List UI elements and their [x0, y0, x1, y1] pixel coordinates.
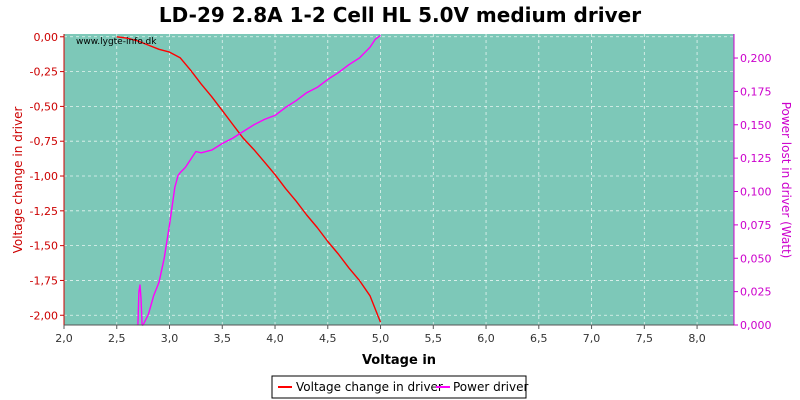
y-right-tick-label: 0,175	[740, 85, 772, 98]
y-left-axis-label: Voltage change in driver	[11, 107, 25, 254]
x-axis-label: Voltage in	[362, 353, 436, 368]
y-right-tick-label: 0,125	[740, 152, 772, 165]
voltage-change-series-line	[116, 36, 382, 323]
y-left-tick-label: -0,25	[30, 66, 58, 79]
y-left-tick-label: -0,75	[30, 135, 58, 148]
y-right-axis-label: Power lost in driver (Watt)	[779, 102, 793, 259]
x-tick-label: 7,0	[583, 332, 601, 345]
y-left-tick-label: -1,00	[30, 170, 58, 183]
y-right-tick-label: 0,100	[740, 186, 772, 199]
y-right-tick-label: 0,150	[740, 119, 772, 132]
chart-title: LD-29 2.8A 1-2 Cell HL 5.0V medium drive…	[159, 3, 641, 27]
x-axis-ticks: 2,0 2,5 3,0 3,5 4,0 4,5 5,0 5,5 6,0 6,5 7,0 7,5 8,0	[55, 325, 706, 345]
x-tick-label: 5,0	[372, 332, 390, 345]
y-right-tick-label: 0,075	[740, 219, 772, 232]
x-tick-label: 4,5	[319, 332, 337, 345]
y-left-axis-ticks: 0,00 -0,25 -0,50 -0,75 -1,00 -1,25 -1,50 -1,75 -…	[30, 31, 64, 322]
y-left-tick-label: -0,50	[30, 100, 58, 113]
y-right-tick-label: 0,200	[740, 52, 772, 65]
x-tick-label: 2,0	[55, 332, 73, 345]
x-tick-label: 8,0	[688, 332, 706, 345]
plot-area	[64, 34, 734, 325]
x-tick-label: 4,0	[266, 332, 284, 345]
x-tick-label: 3,0	[161, 332, 179, 345]
y-right-tick-label: 0,050	[740, 252, 772, 265]
legend: Voltage change in driver Power driver	[271, 375, 528, 399]
x-tick-label: 5,5	[425, 332, 443, 345]
y-right-axis-ticks: 0,000 0,025 0,050 0,075 0,100 0,125 0,150 0,175…	[734, 52, 772, 332]
y-right-tick-label: 0,025	[740, 286, 772, 299]
y-right-tick-label: 0,000	[740, 319, 772, 332]
legend-box	[271, 375, 527, 399]
power-driver-series-line	[137, 34, 381, 326]
x-tick-label: 3,5	[214, 332, 232, 345]
y-left-tick-label: -1,50	[30, 240, 58, 253]
x-tick-label: 6,5	[530, 332, 548, 345]
y-left-tick-label: -2,00	[30, 309, 58, 322]
legend-label-voltage: Voltage change in driver	[296, 380, 443, 394]
legend-label-power: Power driver	[453, 380, 528, 394]
watermark: www.lygte-info.dk	[76, 37, 157, 47]
series-layer	[116, 34, 382, 326]
grid-lines	[63, 34, 734, 325]
x-tick-label: 2,5	[108, 332, 126, 345]
y-left-tick-label: -1,25	[30, 205, 58, 218]
x-tick-label: 6,0	[477, 332, 495, 345]
y-left-tick-label: 0,00	[34, 31, 59, 44]
y-left-tick-label: -1,75	[30, 274, 58, 287]
x-tick-label: 7,5	[636, 332, 654, 345]
